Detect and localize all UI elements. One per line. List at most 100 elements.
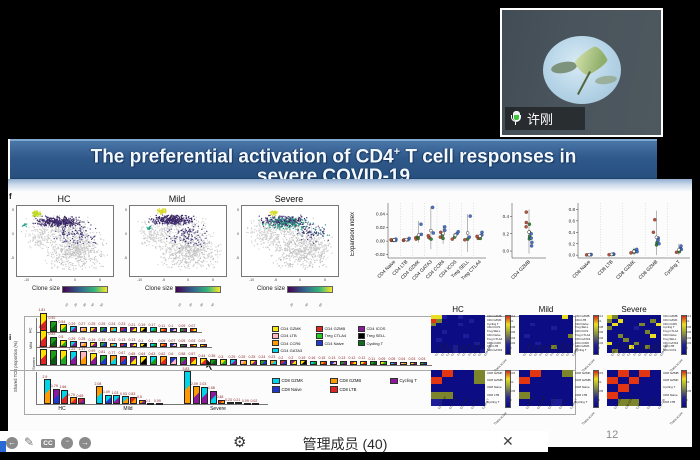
heatmap-cell	[519, 377, 530, 385]
heatmap-cell	[529, 345, 536, 350]
more-icon[interactable]: ···	[61, 437, 73, 449]
heatmap-cell	[524, 318, 530, 323]
heatmap-cell	[474, 384, 485, 392]
heatmap-cell	[607, 341, 613, 346]
bar-value: 0.02	[250, 398, 258, 403]
row2-axis	[36, 372, 37, 404]
heatmap-cell	[655, 337, 661, 342]
tcr-bar	[350, 360, 357, 365]
colorbar-tick: 0.12	[598, 315, 604, 318]
umap-xtick: -10	[249, 278, 255, 282]
umap-scatter	[137, 207, 222, 271]
cc-icon[interactable]: CC	[41, 439, 55, 448]
heatmap-row-label: Treg CTLA4	[663, 329, 679, 334]
heatmap-cell	[655, 349, 661, 353]
heatmap-cell	[607, 391, 618, 399]
tcr-bar	[150, 356, 157, 365]
heatmap-cell	[431, 349, 437, 353]
colorbar-tick: 0.04	[686, 336, 692, 340]
heatmap-cell	[546, 349, 552, 353]
heatmap-cell	[617, 384, 629, 392]
heatmap-row-label: CD4 ICOS	[575, 329, 589, 334]
forward-icon[interactable]: →	[79, 437, 91, 449]
legend-column: CD4 GZMB Treg CTLA4 CD4 Naive	[316, 320, 346, 346]
heatmap-cell	[562, 334, 568, 338]
heatmap-cell	[535, 341, 541, 346]
row-baseline	[36, 347, 212, 348]
heatmap-cell	[628, 345, 634, 350]
colorbar-tick: 0.08	[598, 325, 604, 329]
heatmap-row-label: CD8 GZMB	[663, 371, 679, 375]
heatmap-cell	[612, 315, 618, 319]
heatmap-cell	[562, 326, 568, 331]
tcr-bar	[320, 360, 327, 365]
heatmap-cell	[623, 322, 629, 327]
umap-scatter	[246, 210, 333, 270]
heatmap-cell	[540, 334, 546, 338]
bar-value: 0.19	[298, 355, 306, 360]
heatmap-cell	[519, 341, 525, 346]
heatmap-cell	[463, 334, 469, 338]
heatmap-cell	[612, 337, 618, 342]
heatmap-cell	[519, 326, 525, 331]
tcr-bar	[78, 398, 85, 404]
heatmap-cell	[628, 398, 640, 406]
tcr-bar	[170, 328, 177, 332]
colorbar-tick: 0	[598, 347, 600, 351]
back-icon[interactable]: ←	[6, 437, 18, 449]
heatmap-cell	[463, 398, 475, 406]
heatmap-cell	[431, 318, 437, 323]
umap-ytick: 0	[125, 232, 127, 236]
colorbar-tick: 0.08	[686, 325, 692, 329]
tcr-bar	[96, 386, 103, 404]
tcr-bar	[243, 403, 251, 405]
heatmap-cell	[452, 337, 458, 342]
webcam-tile[interactable]: 许刚	[500, 8, 663, 137]
heatmap-cell	[551, 322, 557, 327]
heatmap-cell	[639, 349, 645, 353]
heatmap-cell	[519, 318, 525, 323]
tcr-bar	[100, 354, 107, 365]
heatmap-row-labels: CD8 GZMB CD8 GZMK Cycling T CD8 Naive CD8 LT…	[663, 370, 679, 406]
tcr-bar	[180, 343, 187, 347]
heatmap-row-label: CD4 ICOS	[487, 325, 501, 330]
heatmap-cell	[479, 326, 485, 331]
bar-value: 0.77	[108, 350, 116, 355]
umap-plot-mild	[129, 205, 227, 277]
legend-entry: CD8 GZMB	[330, 372, 361, 385]
heatmap-cell	[447, 337, 453, 342]
heatmap-cell	[519, 334, 525, 338]
heatmap-cell	[634, 318, 640, 323]
close-icon[interactable]: ✕	[502, 433, 514, 449]
heatmap-colorbar	[681, 315, 687, 355]
heatmap-row-label: Cycling T	[575, 399, 588, 404]
colorbar-tick: 0.02	[510, 342, 516, 346]
tcr-bar	[52, 388, 60, 404]
tcr-bar	[240, 359, 247, 365]
colorbar-tick: 0.05	[598, 390, 604, 393]
heatmap-row-label: CD8 Naive	[487, 385, 502, 390]
heatmap-cell	[551, 318, 557, 323]
heatmap-row-label: Cycling T	[663, 385, 676, 390]
colorbar-tick: 0.1	[598, 320, 602, 324]
heatmap-cell	[567, 315, 573, 319]
pen-icon[interactable]: ✎	[24, 435, 35, 449]
bar-value: 0.35	[208, 354, 216, 359]
slide-title: The preferential activation of CD4+ T ce…	[10, 139, 657, 187]
row-baseline	[36, 332, 202, 333]
tcr-bar	[390, 361, 397, 365]
legend-entry: CD4 CCR6	[272, 334, 302, 346]
heatmap-cell	[524, 326, 530, 331]
heatmap-cell	[650, 384, 661, 392]
bar-value: 0.23	[225, 397, 232, 402]
tcr-bar	[300, 360, 307, 365]
heatmap-row-label: CD4 ICOS	[663, 348, 677, 353]
gear-icon[interactable]: ⚙	[233, 434, 247, 451]
bar-value: 1.58	[208, 386, 215, 391]
heatmap-cell	[519, 349, 525, 353]
tcr-bar	[140, 327, 147, 332]
umap-ytick: 5	[12, 208, 14, 212]
heatmap-cell	[535, 349, 541, 353]
bar-value: 1.03	[111, 390, 119, 395]
heatmap-cell	[634, 337, 640, 342]
